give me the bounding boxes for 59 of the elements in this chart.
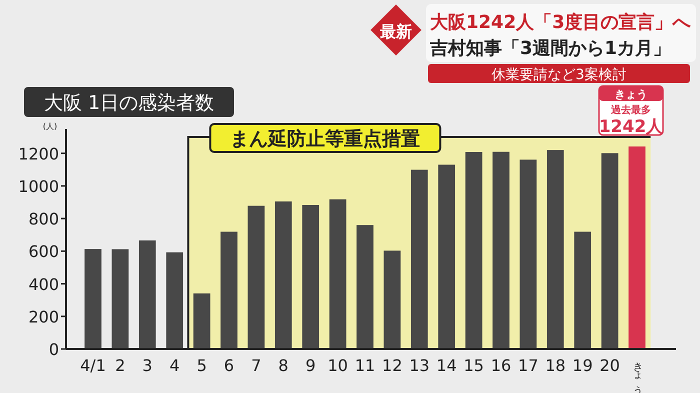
y-tick-label: 200: [28, 307, 59, 326]
bar: [601, 153, 618, 349]
x-tick-label: 17: [518, 356, 538, 375]
x-tick-label: 8: [278, 356, 288, 375]
x-tick-label: 12: [382, 356, 402, 375]
y-tick-label: 1000: [18, 176, 59, 196]
x-tick-label: 9: [306, 356, 316, 375]
bar: [112, 249, 129, 349]
y-tick-label: 800: [28, 210, 59, 229]
x-tick-label: 19: [572, 356, 593, 375]
x-tick-label: 15: [464, 356, 484, 375]
y-tick-label: 0: [48, 340, 59, 359]
bar: [138, 240, 156, 349]
band-label: まん延防止等重点措置: [230, 128, 420, 150]
bar: [193, 293, 210, 349]
bar: [384, 250, 401, 349]
bar: [628, 146, 646, 349]
bar: [410, 170, 428, 349]
x-tick-label: 18: [545, 356, 566, 375]
chart-title: 大阪 1日の感染者数: [44, 92, 214, 114]
x-tick-label: 7: [251, 356, 262, 375]
y-axis-title: (人): [42, 122, 58, 131]
x-tick-label: 16: [490, 356, 512, 375]
x-tick-label: 14: [436, 356, 457, 375]
bar: [84, 249, 102, 349]
x-tick-label: 2: [115, 356, 126, 375]
x-tick-label: 20: [600, 356, 620, 375]
x-tick-label: 6: [224, 356, 234, 375]
x-tick-label: 4/1: [80, 356, 106, 375]
bar: [274, 201, 292, 349]
text: 休業要請など3案検討: [492, 66, 626, 83]
bar: [166, 252, 184, 349]
bar: [329, 199, 346, 349]
y-tick-label: 1200: [18, 144, 59, 164]
x-tick-label: 11: [354, 356, 376, 375]
x-tick-label: 4: [170, 356, 180, 375]
text: 大阪1242人「3度目の宣言」へ: [429, 12, 692, 33]
x-tick-label: 13: [409, 356, 430, 375]
text: 1242人: [598, 117, 664, 137]
bar: [356, 225, 374, 349]
bar: [492, 152, 510, 349]
y-tick-label: 400: [28, 274, 59, 294]
x-tick-label: 3: [142, 356, 152, 375]
bar: [546, 150, 564, 349]
text: 最新: [379, 22, 412, 41]
x-tick-label: 5: [196, 356, 207, 375]
text: 過去最多: [610, 104, 651, 116]
bar: [248, 206, 265, 349]
bar: [220, 232, 238, 349]
x-tick-label: 10: [328, 356, 348, 375]
bar: [438, 164, 456, 349]
text: きょう: [614, 88, 648, 101]
bar: [574, 232, 592, 349]
y-tick-label: 600: [28, 242, 59, 262]
bar: [465, 152, 482, 349]
bar: [520, 160, 537, 349]
bar: [302, 205, 320, 349]
x-tick-label: きょう: [632, 355, 642, 393]
text: 吉村知事「3週間から1カ月」: [429, 38, 672, 59]
